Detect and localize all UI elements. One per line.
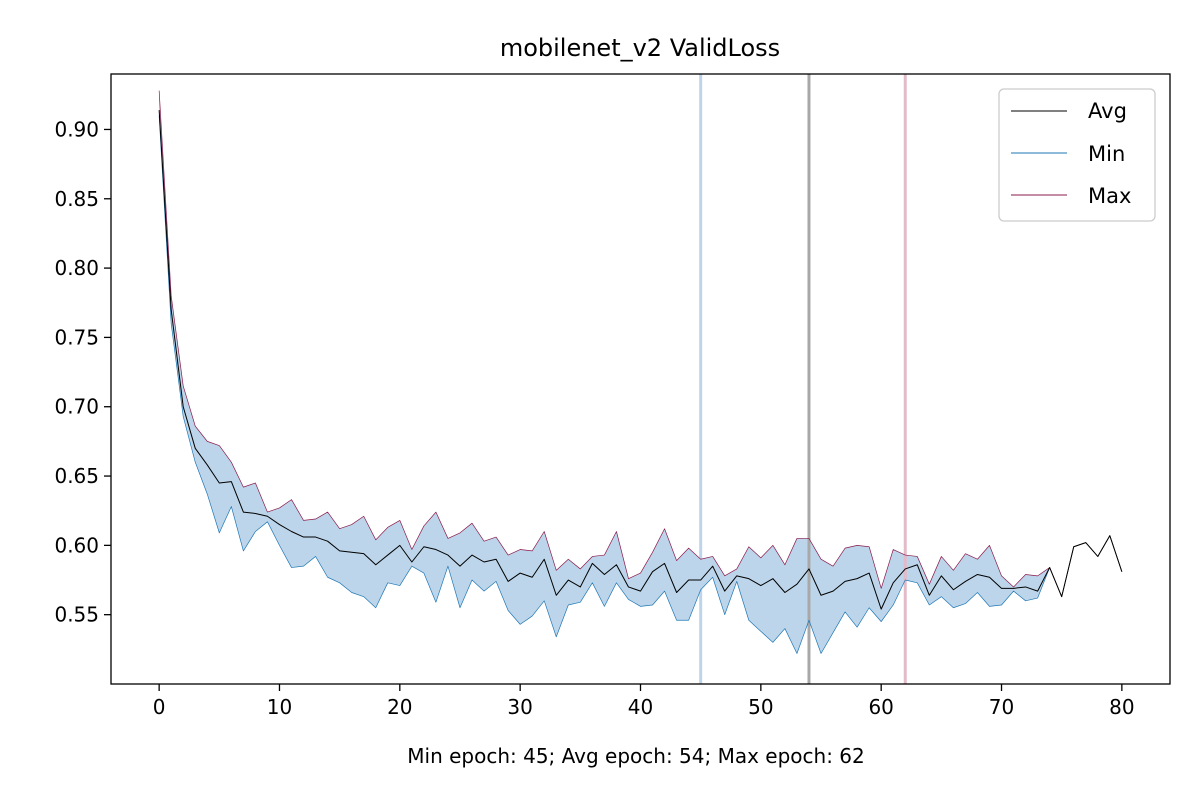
y-tick-label: 0.75 (54, 325, 99, 349)
x-tick-label: 60 (868, 695, 893, 719)
x-tick-label: 80 (1109, 695, 1134, 719)
y-tick-label: 0.90 (54, 117, 99, 141)
legend: Avg Min Max (998, 88, 1156, 222)
legend-max-label: Max (1088, 184, 1131, 208)
min-max-band (159, 90, 1122, 654)
x-tick-label: 70 (989, 695, 1014, 719)
y-tick-label: 0.70 (54, 395, 99, 419)
x-tick-label: 40 (628, 695, 653, 719)
plot-area (158, 74, 1123, 684)
legend-min-label: Min (1088, 142, 1125, 166)
x-tick-label: 20 (387, 695, 412, 719)
legend-avg-label: Avg (1088, 99, 1127, 123)
x-tick-label: 30 (507, 695, 532, 719)
min-series-line (158, 115, 1123, 654)
legend-box (998, 88, 1156, 222)
avg-series-line (158, 110, 1123, 610)
y-tick-label: 0.60 (54, 533, 99, 557)
x-tick-label: 50 (748, 695, 773, 719)
axis-ticks: 0 10 20 30 40 50 60 70 80 0.55 0.60 0.65 0.70 0.75 0.8… (54, 117, 1134, 719)
y-tick-label: 0.55 (54, 603, 99, 627)
x-tick-label: 0 (153, 695, 166, 719)
y-tick-label: 0.85 (54, 187, 99, 211)
x-axis-label: Min epoch: 45; Avg epoch: 54; Max epoch:… (407, 744, 865, 768)
x-tick-label: 10 (267, 695, 292, 719)
max-series-line (158, 90, 1123, 598)
y-tick-label: 0.65 (54, 464, 99, 488)
chart-title: mobilenet_v2 ValidLoss (500, 34, 780, 62)
y-tick-label: 0.80 (54, 256, 99, 280)
